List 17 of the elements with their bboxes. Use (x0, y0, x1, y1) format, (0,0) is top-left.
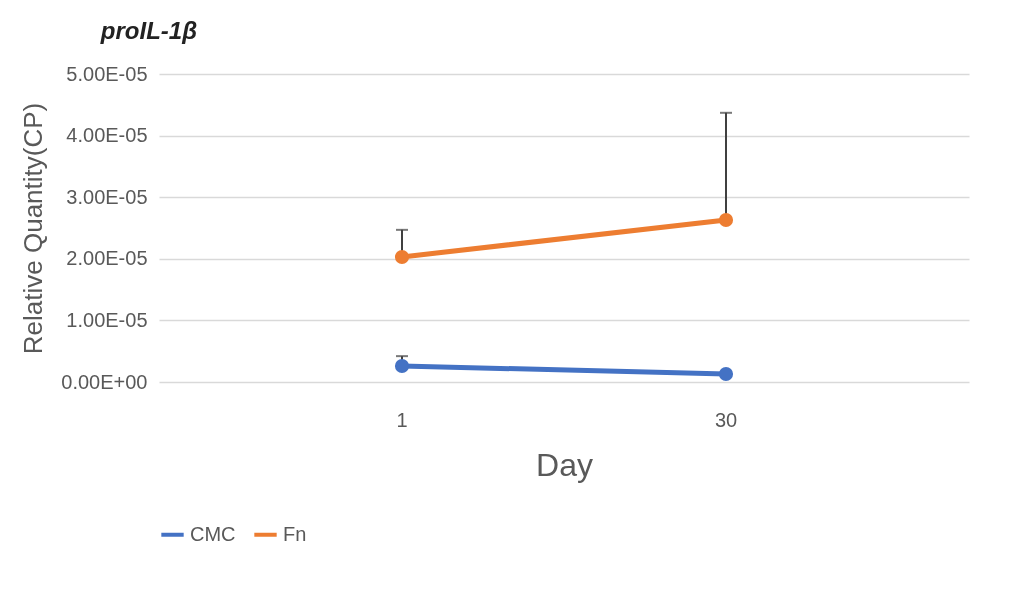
point (718, 366, 734, 382)
y-tick-label: 5.00E-05 (66, 62, 148, 85)
point (394, 358, 410, 374)
x-tick-label: 30 (714, 408, 738, 431)
y-axis-title: Relative Quantity(CP) (18, 102, 49, 355)
point (718, 212, 734, 228)
y-tick-label: 0.00E+00 (61, 370, 148, 393)
y-tick-label: 3.00E-05 (66, 185, 148, 208)
x-axis-title: Day (536, 446, 593, 483)
x-tick-label: 1 (396, 408, 408, 431)
point (394, 249, 410, 265)
y-tick-label: 1.00E-05 (66, 308, 148, 331)
legend-label: Fn (283, 522, 307, 545)
y-tick-label: 4.00E-05 (66, 124, 148, 147)
y-tick-label: 2.00E-05 (66, 247, 148, 270)
chart-title: proIL-1β (99, 17, 198, 44)
legend-label: CMC (190, 522, 236, 545)
